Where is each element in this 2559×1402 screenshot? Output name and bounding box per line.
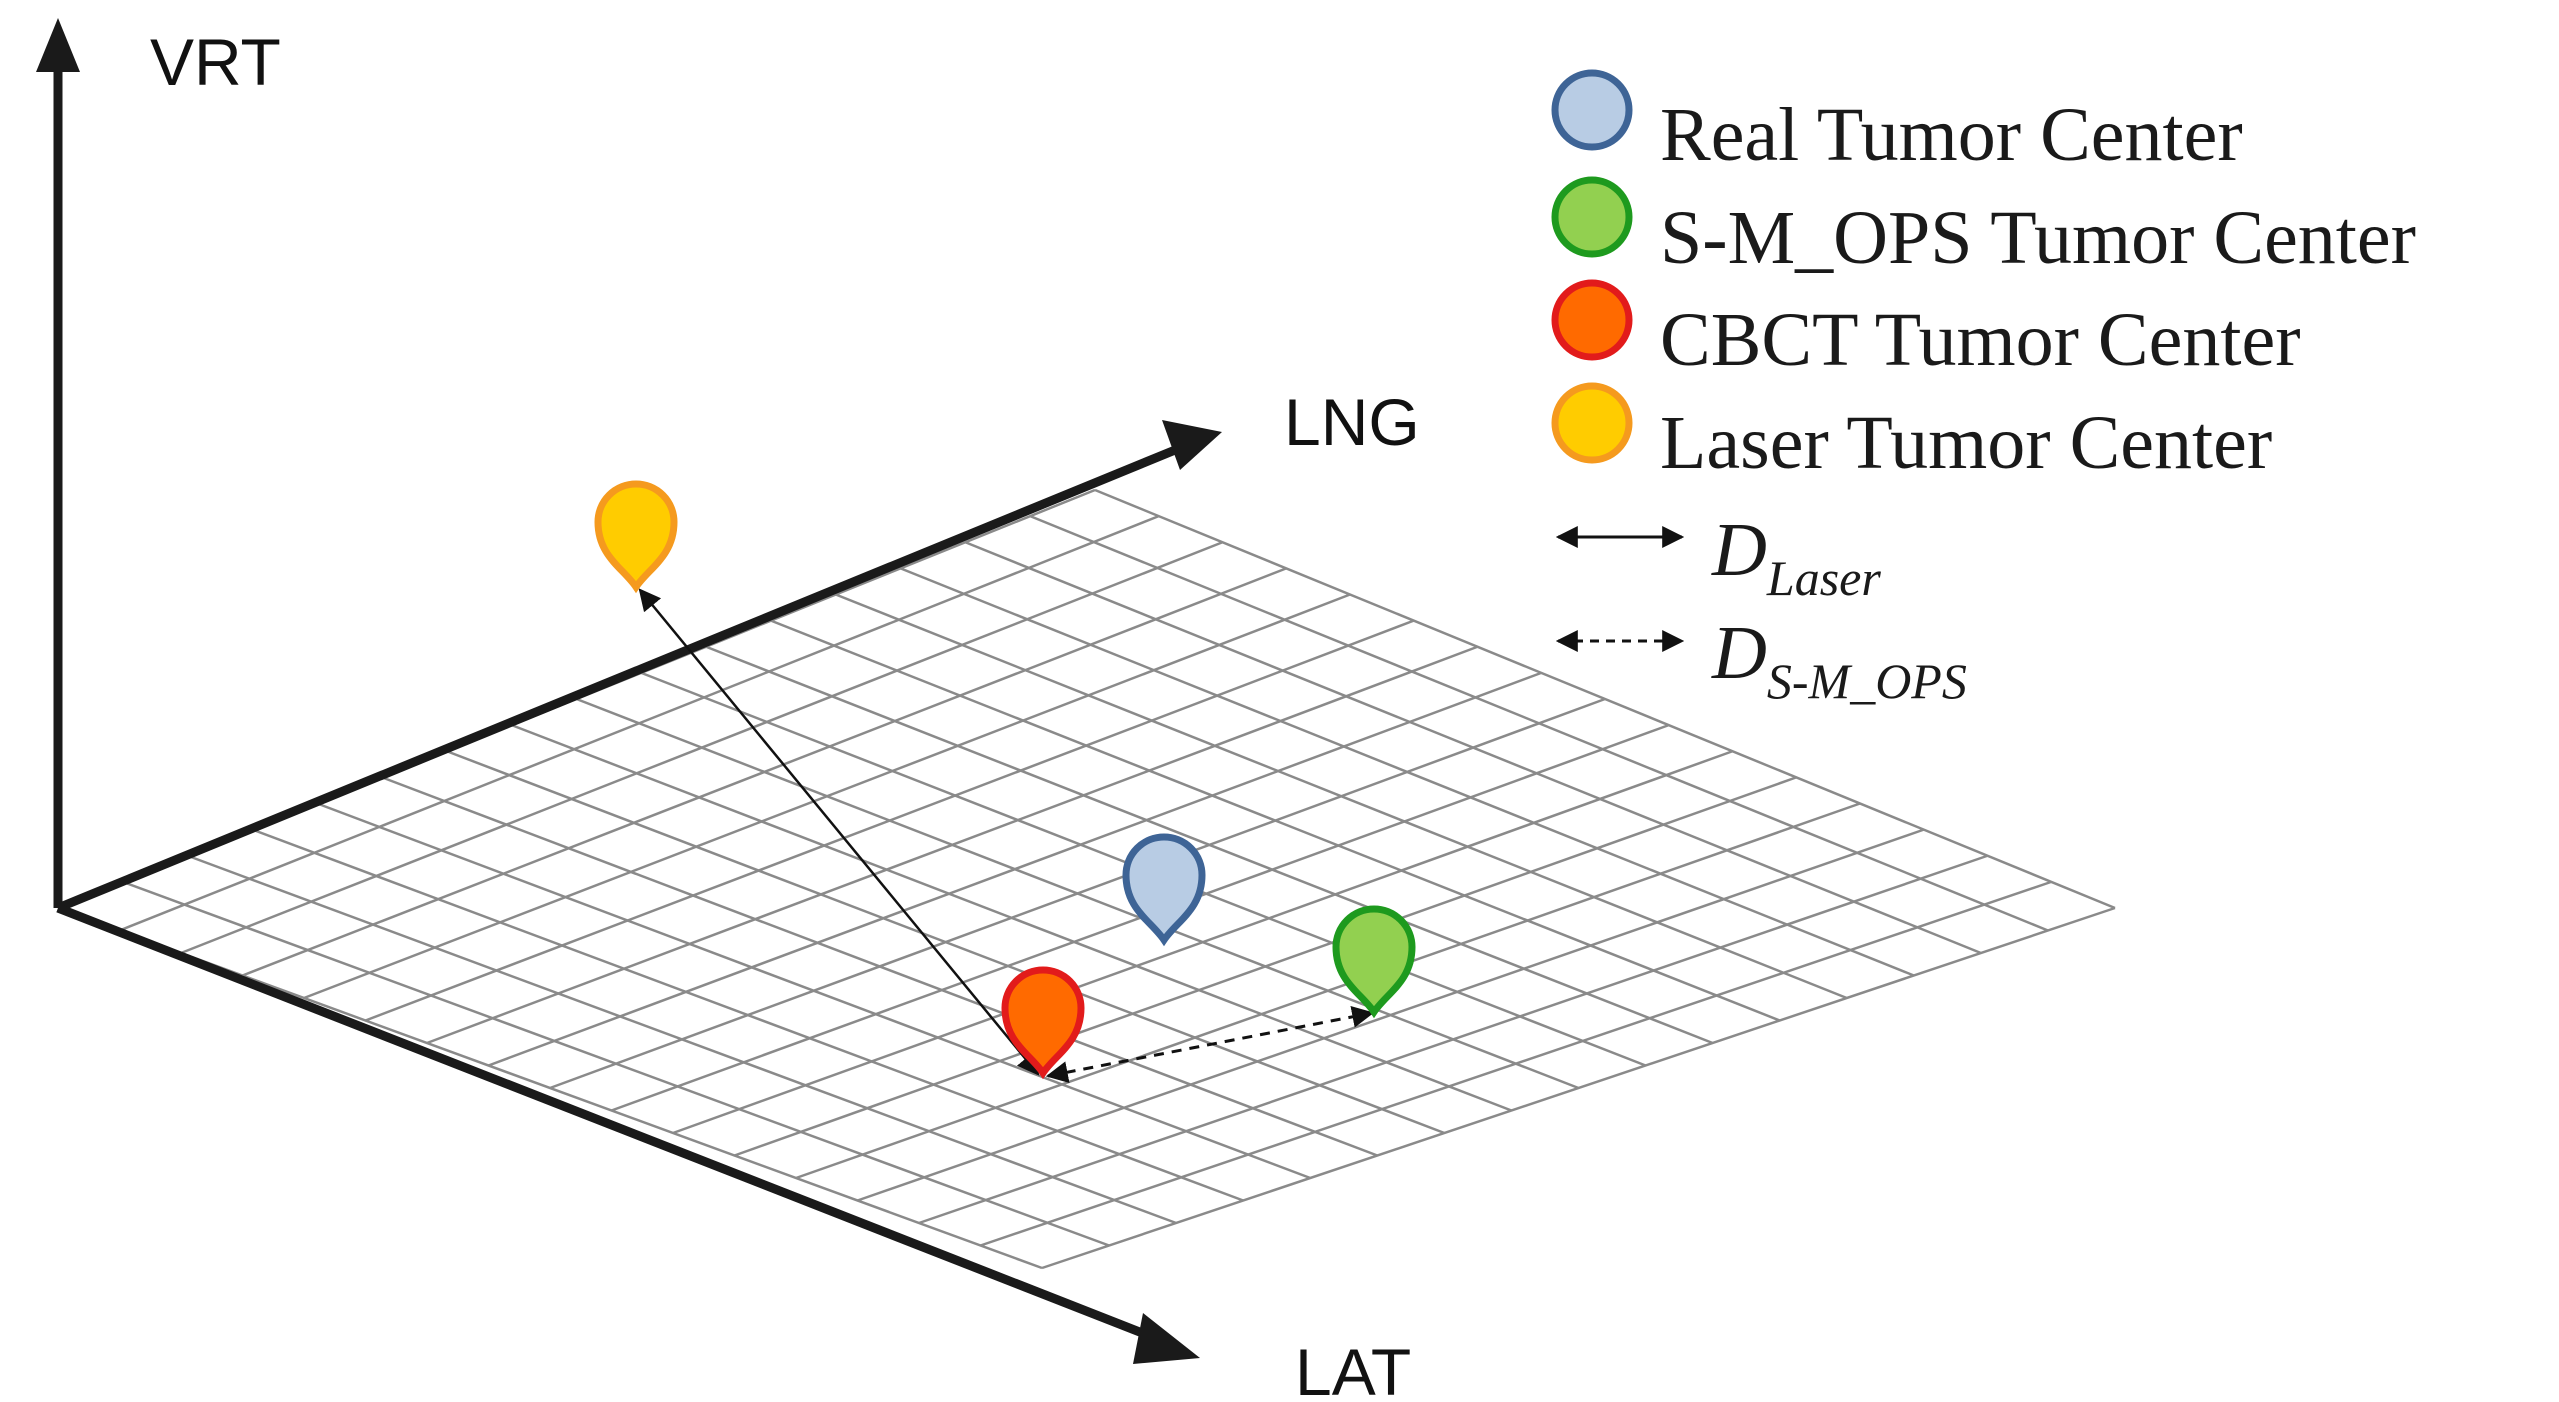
grid-line xyxy=(672,750,1733,1135)
grid-line xyxy=(900,567,1915,977)
legend-laser-icon xyxy=(1551,382,1633,464)
grid-line xyxy=(734,776,1797,1157)
grid-line xyxy=(1094,488,2116,910)
grid-line xyxy=(918,854,1988,1225)
axes: VRT LNG LAT xyxy=(36,18,1420,1402)
legend-cbct-icon xyxy=(1551,279,1633,361)
longitudinal-axis xyxy=(56,443,1182,913)
grid-line xyxy=(964,541,1982,955)
vertical-axis-label: VRT xyxy=(150,25,281,99)
laser-distance-line xyxy=(638,588,1040,1076)
distance-lines xyxy=(638,588,1375,1084)
grid-line xyxy=(1029,514,2049,932)
longitudinal-axis-arrow xyxy=(1162,420,1222,470)
real-tumor-center-marker xyxy=(1122,833,1206,947)
s-m-ops-distance-line xyxy=(1045,1005,1375,1084)
grid-line xyxy=(705,645,1714,1045)
tumor-center-markers xyxy=(594,480,1416,1080)
longitudinal-axis-label: LNG xyxy=(1284,385,1420,459)
legend-s-m-ops-distance-label: DS-M_OPS xyxy=(1711,611,1967,709)
grid-line xyxy=(1041,906,2116,1270)
lateral-axis-arrow xyxy=(1133,1313,1200,1364)
legend-real-icon xyxy=(1551,69,1633,151)
lateral-axis-label: LAT xyxy=(1295,1335,1411,1402)
vertical-axis-arrow xyxy=(36,18,80,72)
legend-laser-distance-label: DLaser xyxy=(1711,508,1881,606)
legend-laser-label: Laser Tumor Center xyxy=(1660,401,2272,485)
legend-real-label: Real Tumor Center xyxy=(1660,93,2243,177)
lateral-axis xyxy=(56,903,1157,1343)
legend-cbct-label: CBCT Tumor Center xyxy=(1660,298,2301,382)
grid-line xyxy=(980,880,2052,1247)
legend-s-m-ops-icon xyxy=(1551,176,1633,258)
grid-line xyxy=(857,828,1925,1202)
s-m-ops-tumor-center-marker xyxy=(1332,905,1416,1019)
legend-s-m-ops-label: S-M_OPS Tumor Center xyxy=(1660,196,2416,280)
grid-line xyxy=(795,802,1861,1180)
cbct-tumor-center-marker xyxy=(1001,966,1085,1080)
ground-grid xyxy=(57,488,2116,1270)
laser-tumor-center-marker xyxy=(594,480,678,594)
grid-line xyxy=(770,619,1781,1022)
legend: Real Tumor Center S-M_OPS Tumor Center C… xyxy=(1551,69,2416,709)
